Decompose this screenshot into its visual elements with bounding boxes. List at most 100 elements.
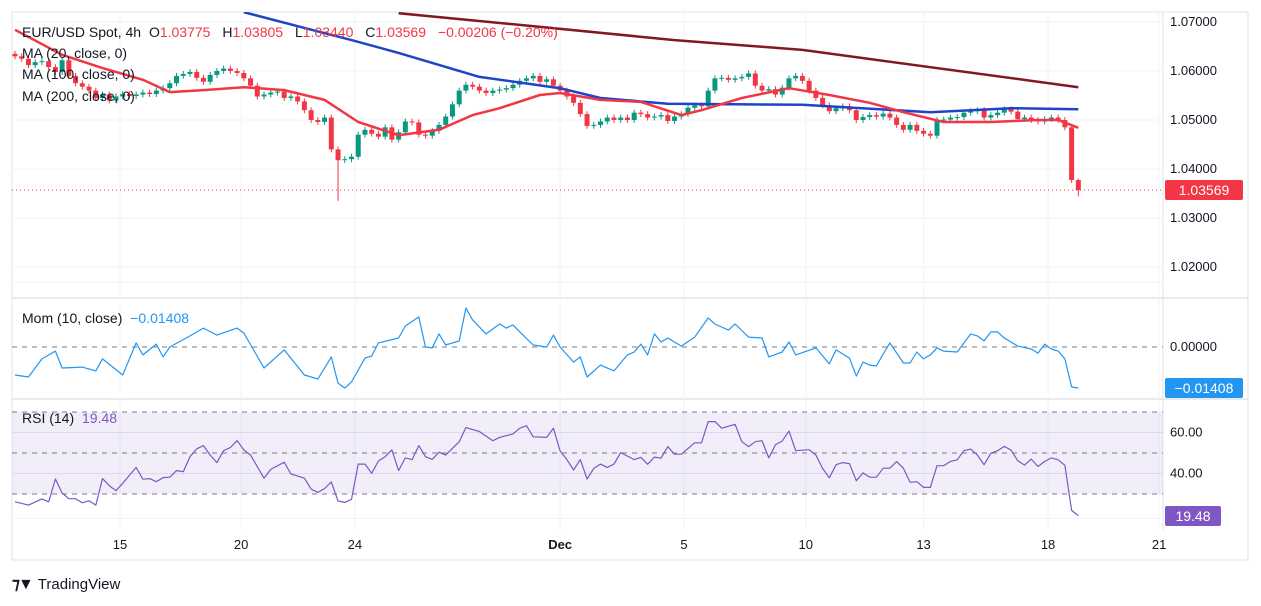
price-tick-label: 1.03000	[1170, 210, 1217, 225]
candle-body	[793, 75, 799, 79]
time-tick-label: 13	[916, 537, 930, 552]
time-tick-label: 15	[113, 537, 127, 552]
candle-body	[46, 61, 52, 68]
candle	[503, 85, 509, 93]
mom-label: Mom (10, close)	[22, 310, 123, 326]
candle-body	[200, 77, 206, 82]
candle-body	[759, 85, 765, 91]
symbol-title[interactable]: EUR/USD Spot, 4h	[22, 24, 142, 40]
mom-legend[interactable]: Mom (10, close) −0.01408	[22, 310, 193, 326]
price-tick-label: 1.06000	[1170, 63, 1217, 78]
candle	[1028, 114, 1034, 123]
candle	[907, 121, 913, 133]
candle	[927, 130, 933, 139]
close-value: 1.03569	[375, 24, 426, 40]
candle-body	[826, 105, 832, 112]
candle-body	[604, 117, 610, 122]
candle	[537, 72, 543, 85]
candle	[631, 109, 637, 123]
candle-body	[140, 92, 146, 95]
candle	[449, 101, 455, 120]
candle-body	[799, 75, 805, 81]
candle-body	[523, 78, 529, 81]
candle-body	[106, 94, 112, 101]
candle-body	[618, 117, 624, 120]
candle-body	[672, 116, 678, 121]
candle	[618, 114, 624, 123]
candle	[995, 109, 1001, 119]
candle-body	[941, 119, 947, 121]
candle	[705, 87, 711, 110]
tradingview-logo[interactable]: ⁊▼ TradingView	[12, 574, 120, 594]
candle-body	[483, 90, 489, 94]
mom-line	[14, 307, 1079, 389]
candle-body	[638, 112, 644, 115]
candle-body	[73, 75, 79, 84]
candle-body	[174, 75, 180, 84]
candle	[227, 65, 233, 74]
candle	[308, 107, 314, 123]
candle	[483, 87, 489, 96]
candle-body	[651, 116, 657, 118]
candle-body	[752, 73, 758, 86]
ma20-legend[interactable]: MA (20, close, 0)	[22, 45, 128, 61]
candle	[443, 113, 449, 128]
candle-body	[409, 121, 415, 123]
close-label: C	[365, 24, 376, 40]
candle-body	[221, 68, 227, 71]
candle	[288, 93, 294, 101]
open-label: O	[148, 24, 160, 40]
candle	[746, 70, 752, 80]
candle-body	[914, 124, 920, 131]
candle	[221, 65, 227, 74]
candle	[497, 86, 503, 94]
mom-last-tag: −0.01408	[1165, 378, 1243, 398]
axes: 1.07000 1.06000 1.05000 1.04000 1.03000 1.020…	[113, 14, 1217, 552]
candle	[470, 81, 476, 90]
rsi-legend[interactable]: RSI (14) 19.48	[22, 410, 121, 426]
candle-body	[954, 117, 960, 119]
candle-body	[786, 78, 792, 88]
candle	[894, 114, 900, 128]
candle	[900, 121, 906, 133]
candle	[577, 99, 583, 118]
candle	[530, 72, 536, 82]
candle-body	[194, 71, 200, 78]
candle	[375, 130, 381, 140]
candle-body	[692, 105, 698, 108]
ma20-line	[14, 28, 1079, 137]
candle-body	[59, 60, 65, 72]
candle-body	[732, 78, 738, 80]
candle	[813, 87, 819, 101]
candle-body	[900, 124, 906, 130]
candle-body	[19, 56, 25, 59]
candle-body	[301, 101, 307, 111]
candle-body	[1015, 111, 1021, 120]
candle	[295, 93, 301, 105]
candle-body	[947, 117, 953, 120]
candle	[194, 69, 200, 81]
ma200-legend[interactable]: MA (200, close, 0)	[22, 88, 135, 104]
candle-body	[725, 77, 731, 80]
candle	[93, 87, 99, 101]
candle	[369, 126, 375, 137]
candle	[147, 89, 153, 97]
candle	[86, 83, 92, 94]
ma100-legend[interactable]: MA (100, close, 0)	[22, 66, 135, 82]
candle	[254, 82, 260, 100]
candle-body	[961, 112, 967, 118]
candle-body	[207, 74, 213, 82]
time-tick-label: 21	[1152, 537, 1166, 552]
indicator-lines	[12, 12, 1163, 517]
candle-body	[658, 115, 664, 117]
candle	[732, 75, 738, 83]
candle-body	[214, 71, 220, 75]
candle	[113, 93, 119, 104]
candle-body	[833, 108, 839, 112]
candle	[719, 74, 725, 82]
candle-body	[880, 113, 886, 117]
candle-body	[308, 110, 314, 120]
candle	[362, 126, 368, 138]
rsi-tick-label: 60.00	[1170, 425, 1203, 440]
